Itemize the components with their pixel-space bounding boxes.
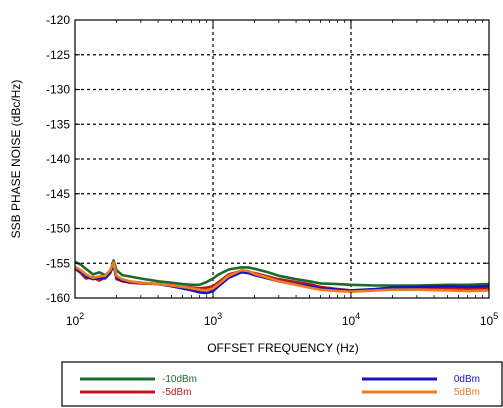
y-tick-label: -125 <box>46 48 70 62</box>
x-tick-exponent: 4 <box>355 311 360 321</box>
x-tick-label: 103 <box>204 311 222 328</box>
x-tick-label: 105 <box>480 311 498 328</box>
y-tick-label: -135 <box>46 117 70 131</box>
y-tick-labels: -120 -125 -130 -135 -140 -145 -150 -155 -160 <box>46 13 70 305</box>
x-axis-title: OFFSET FREQUENCY (Hz) <box>207 341 359 355</box>
x-tick-exponent: 3 <box>217 311 222 321</box>
y-tick-label: -150 <box>46 222 70 236</box>
x-tick-exponent: 5 <box>493 311 498 321</box>
y-axis-title: SSB PHASE NOISE (dBc/Hz) <box>9 80 23 239</box>
ticks <box>74 19 490 299</box>
x-tick-exponent: 2 <box>79 311 84 321</box>
y-tick-label: -160 <box>46 291 70 305</box>
y-tick-label: -130 <box>46 83 70 97</box>
grid <box>75 20 489 298</box>
y-tick-label: -140 <box>46 152 70 166</box>
legend-label: -5dBm <box>162 387 191 398</box>
legend: -10dBm -5dBm 0dBm 5dBm <box>80 374 480 398</box>
series-line <box>75 261 489 294</box>
legend-box <box>61 361 503 407</box>
x-tick-label: 104 <box>342 311 360 328</box>
x-tick-label: 102 <box>66 311 84 328</box>
x-tick-labels: 102 103 104 105 <box>66 311 498 328</box>
legend-label: 5dBm <box>454 387 480 398</box>
legend-label: -10dBm <box>162 374 197 385</box>
series-lines <box>75 259 489 295</box>
y-tick-label: -155 <box>46 256 70 270</box>
y-tick-label: -145 <box>46 187 70 201</box>
legend-label: 0dBm <box>454 374 480 385</box>
y-tick-label: -120 <box>46 13 70 27</box>
